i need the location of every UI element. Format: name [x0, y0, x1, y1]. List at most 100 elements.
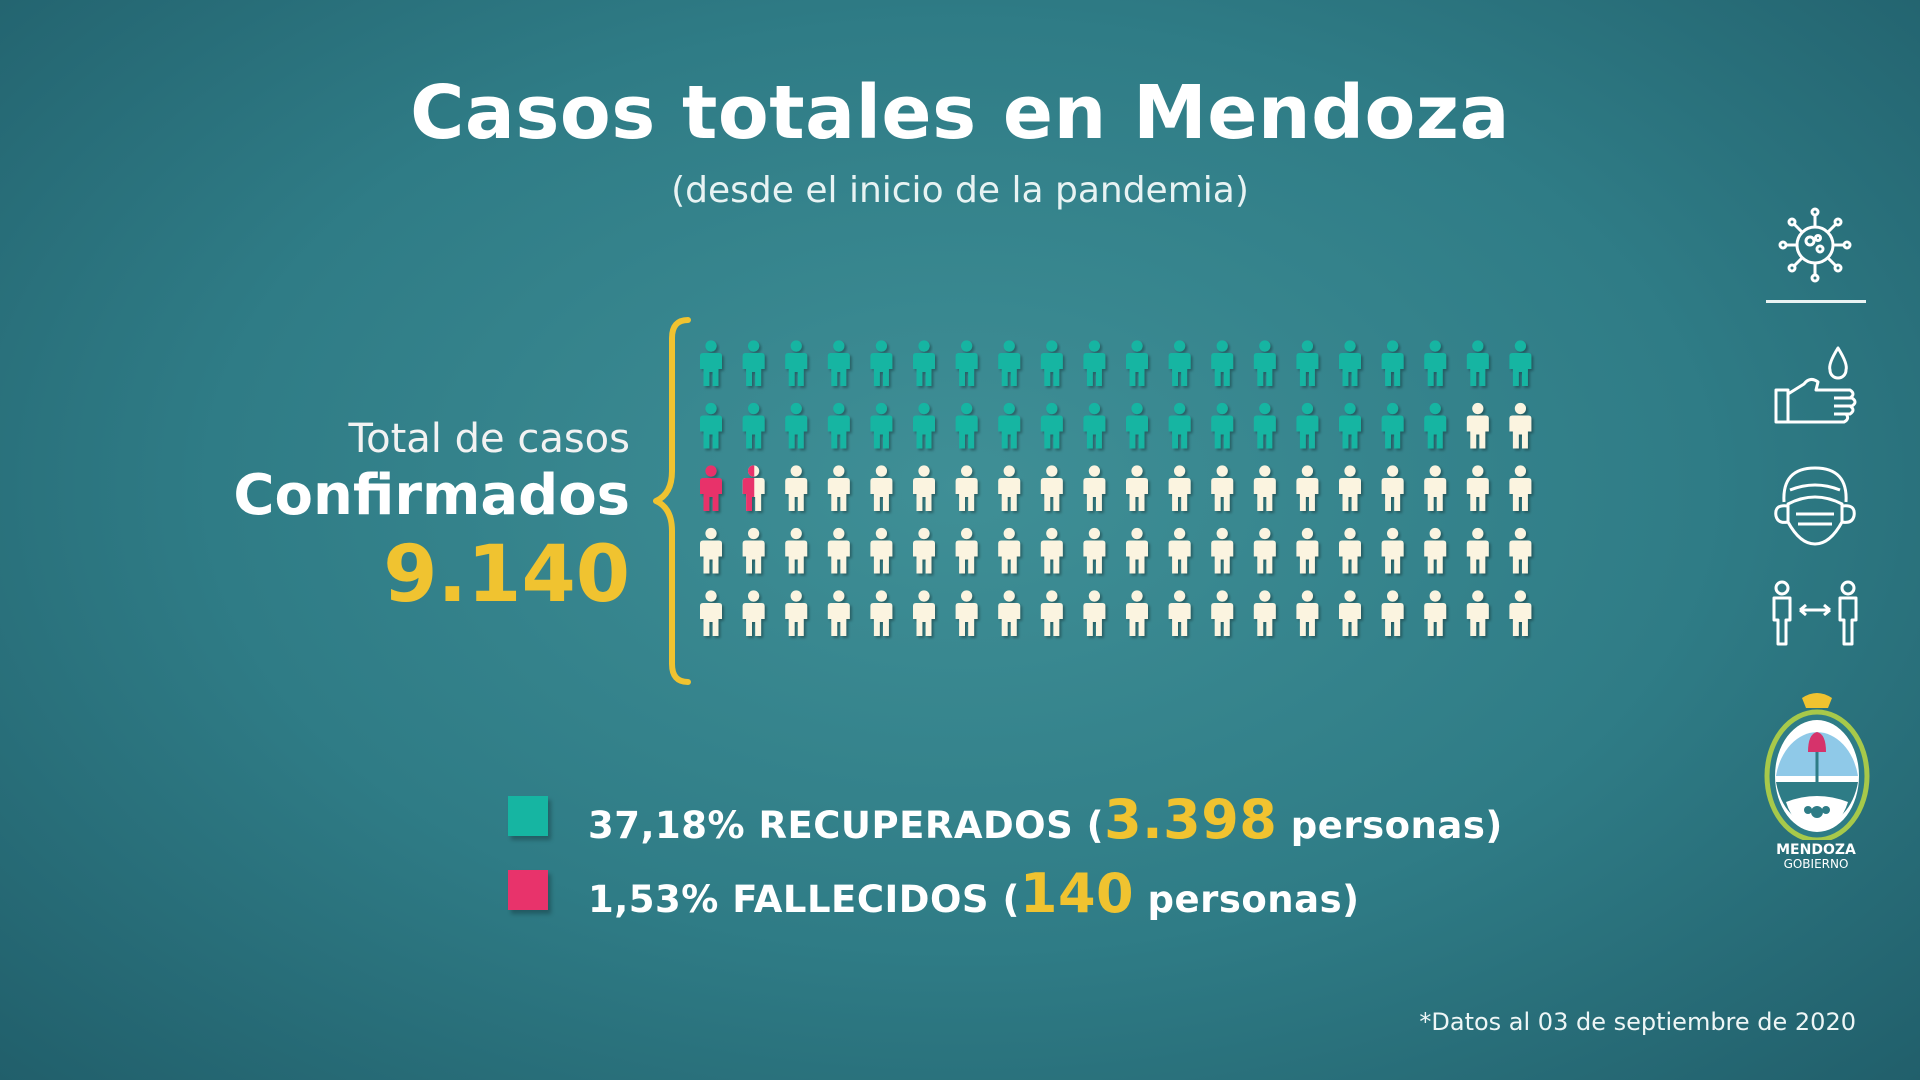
person-figure-recovered — [998, 402, 1021, 449]
person-figure-recovered — [1040, 340, 1063, 386]
person-figure-other — [1424, 527, 1447, 574]
person-figure-other — [998, 465, 1021, 511]
person-figure-other — [1083, 465, 1106, 511]
recovered-legend-text: 37,18% RECUPERADOS (3.398 personas) — [588, 788, 1503, 851]
person-figure-recovered — [1168, 402, 1191, 449]
person-figure-recovered — [1381, 340, 1404, 386]
person-figure-other — [1296, 527, 1319, 574]
person-figure-other — [1168, 590, 1191, 636]
total-cases-value: 9.140 — [383, 530, 630, 620]
person-figure-other — [1381, 465, 1404, 511]
person-figure-other — [1168, 465, 1191, 511]
person-figure-other — [742, 590, 765, 636]
person-figure-other — [1083, 527, 1106, 574]
person-figure-other — [1339, 527, 1361, 574]
recovered-percent-label: 37,18% RECUPERADOS ( — [588, 804, 1105, 847]
person-figure-other — [1253, 527, 1276, 574]
person-figure-recovered — [1253, 340, 1276, 386]
person-figure-recovered — [827, 402, 850, 449]
person-figure-other — [785, 590, 808, 636]
person-figure-other — [955, 465, 978, 511]
person-figure-other — [870, 590, 893, 636]
person-figure-recovered — [913, 340, 935, 386]
mendoza-gobierno-logo — [1764, 693, 1870, 840]
total-cases-caption: Total de casos — [348, 416, 630, 462]
person-figure-recovered — [1296, 340, 1319, 386]
person-figure-other — [1126, 590, 1148, 636]
person-figure-other — [1466, 590, 1489, 636]
person-figure-other — [1509, 527, 1532, 574]
recovered-suffix: personas) — [1277, 804, 1503, 847]
total-cases-label: Total de casos Confirmados 9.140 — [233, 415, 630, 621]
person-figure-recovered — [1253, 402, 1276, 449]
person-figure-recovered — [700, 402, 722, 449]
person-figure-recovered — [1466, 340, 1489, 386]
person-figure-other — [1040, 465, 1063, 511]
person-figure-recovered — [827, 340, 850, 386]
person-figure-other — [998, 590, 1021, 636]
page-title: Casos totales en Mendoza — [410, 70, 1510, 156]
person-figure-recovered — [870, 340, 893, 386]
person-figure-recovered — [785, 340, 808, 386]
person-figure-other — [1253, 590, 1276, 636]
person-figure-other — [827, 465, 850, 511]
face-mask-icon — [1774, 466, 1856, 546]
person-figure-other — [1126, 465, 1148, 511]
person-figure-other — [700, 590, 722, 636]
person-figure-other — [1253, 465, 1276, 511]
person-figure-other — [1083, 590, 1106, 636]
logo-text-gobierno: GOBIERNO — [1783, 857, 1849, 871]
deceased-count: 140 — [1019, 862, 1135, 925]
person-figure-other — [998, 527, 1021, 574]
recovered-swatch — [508, 796, 548, 836]
person-figure-other — [1211, 527, 1234, 574]
deceased-swatch — [508, 870, 548, 910]
deceased-suffix: personas) — [1134, 878, 1360, 921]
person-figure-other — [1296, 590, 1319, 636]
person-figure-other — [1381, 590, 1404, 636]
person-figure-other — [1424, 465, 1447, 511]
person-figure-other — [785, 465, 808, 511]
person-figure-other — [1168, 527, 1191, 574]
person-figure-recovered — [1126, 402, 1148, 449]
person-figure-other — [955, 590, 978, 636]
person-figure-other — [870, 465, 893, 511]
person-figure-deceased — [742, 465, 765, 511]
person-figure-other — [1466, 465, 1489, 511]
person-figure-recovered — [742, 402, 765, 449]
person-figure-other — [1381, 527, 1404, 574]
person-figure-recovered — [1424, 402, 1447, 449]
person-figure-other — [1339, 590, 1361, 636]
person-figure-recovered — [1040, 402, 1063, 449]
person-figure-recovered — [1168, 340, 1191, 386]
person-figure-recovered — [1083, 340, 1106, 386]
person-figure-other — [913, 465, 935, 511]
confirmed-caption: Confirmados — [233, 463, 630, 528]
curly-brace — [653, 317, 691, 685]
person-figure-recovered — [1339, 402, 1361, 449]
person-figure-other — [870, 527, 893, 574]
person-figure-other — [1509, 590, 1532, 636]
person-figure-recovered — [1211, 340, 1234, 386]
person-figure-recovered — [913, 402, 935, 449]
person-figure-other — [913, 590, 935, 636]
person-figure-recovered — [742, 340, 765, 386]
person-figure-recovered — [1211, 402, 1234, 449]
person-figure-other — [1466, 402, 1489, 449]
person-figure-recovered — [870, 402, 893, 449]
social-distance-icon — [1772, 580, 1858, 646]
handwash-icon — [1774, 346, 1857, 424]
person-figure-other — [1211, 465, 1234, 511]
logo-text-mendoza: MENDOZA — [1776, 842, 1856, 858]
people-pictogram — [700, 340, 1532, 636]
person-figure-recovered — [785, 402, 808, 449]
person-figure-other — [827, 527, 850, 574]
person-figure-other — [1509, 465, 1532, 511]
person-figure-recovered — [1339, 340, 1361, 386]
person-figure-other — [1339, 465, 1361, 511]
person-figure-deceased — [700, 465, 722, 511]
person-figure-recovered — [1126, 340, 1148, 386]
recovered-count: 3.398 — [1104, 788, 1278, 851]
person-figure-recovered — [955, 402, 978, 449]
deceased-percent-label: 1,53% FALLECIDOS ( — [588, 878, 1020, 921]
